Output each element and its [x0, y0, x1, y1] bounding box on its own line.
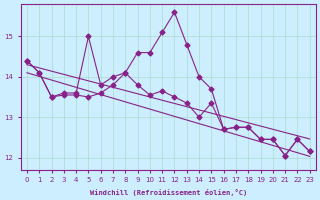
- X-axis label: Windchill (Refroidissement éolien,°C): Windchill (Refroidissement éolien,°C): [90, 189, 247, 196]
